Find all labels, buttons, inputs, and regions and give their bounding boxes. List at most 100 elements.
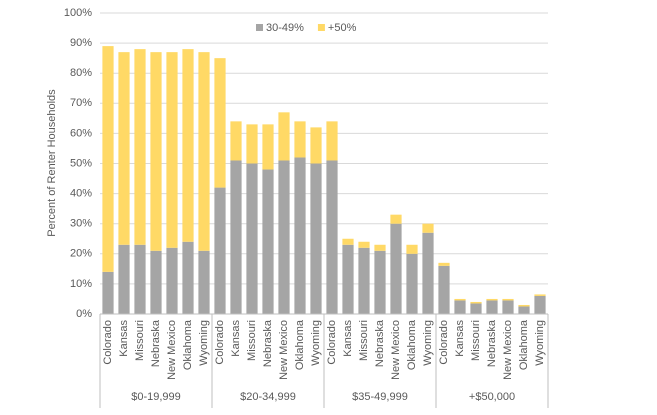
- bar-segment: [246, 124, 258, 164]
- bar-segment: [374, 244, 386, 251]
- x-tick-label: New Mexico: [278, 320, 290, 380]
- x-tick-label: New Mexico: [166, 320, 178, 380]
- y-tick-label: 10%: [70, 278, 92, 290]
- legend-swatch: [317, 24, 325, 31]
- bar-segment: [406, 244, 418, 254]
- bar-segment: [182, 49, 194, 242]
- y-axis-label: Percent of Renter Households: [46, 89, 58, 237]
- y-tick-label: 80%: [70, 67, 92, 79]
- bar-segment: [294, 157, 306, 314]
- bar-segment: [358, 247, 370, 314]
- bar-segment: [342, 238, 354, 245]
- x-tick-label: Oklahoma: [518, 319, 530, 370]
- bar-segment: [486, 298, 498, 301]
- bar-segment: [150, 52, 162, 251]
- x-tick-label: Wyoming: [422, 320, 434, 366]
- x-tick-label: Oklahoma: [182, 319, 194, 370]
- bar-segment: [390, 214, 402, 224]
- bar-segment: [374, 250, 386, 314]
- bar-segment: [454, 298, 466, 301]
- x-tick-label: Wyoming: [310, 320, 322, 366]
- bar-segment: [262, 169, 274, 314]
- bar-segment: [502, 298, 514, 301]
- y-tick-label: 40%: [70, 188, 92, 200]
- x-tick-label: Oklahoma: [294, 319, 306, 370]
- y-tick-label: 100%: [64, 7, 92, 19]
- bar-segment: [230, 160, 242, 314]
- bar-segment: [134, 244, 146, 314]
- bar-segment: [486, 300, 498, 314]
- x-tick-label: Colorado: [438, 320, 450, 365]
- bar-segment: [150, 250, 162, 314]
- bar-segment: [134, 49, 146, 245]
- bar-segment: [326, 160, 338, 314]
- x-tick-label: New Mexico: [390, 320, 402, 380]
- y-tick-label: 30%: [70, 218, 92, 230]
- bar-segment: [278, 160, 290, 314]
- x-tick-label: Nebraska: [262, 319, 274, 367]
- bar-segment: [118, 244, 130, 314]
- x-tick-label: Kansas: [454, 320, 466, 357]
- x-tick-label: Oklahoma: [406, 319, 418, 370]
- y-tick-label: 0%: [76, 308, 92, 320]
- bar-segment: [358, 241, 370, 248]
- bar-segment: [278, 112, 290, 161]
- bar-segment: [214, 187, 226, 314]
- bar-segment: [118, 52, 130, 245]
- bar-segment: [518, 304, 530, 307]
- bar-segment: [166, 247, 178, 314]
- x-tick-label: Colorado: [214, 320, 226, 365]
- bar-segment: [422, 232, 434, 314]
- x-tick-label: Kansas: [118, 320, 130, 357]
- y-tick-label: 70%: [70, 97, 92, 109]
- group-label: $35-49,999: [352, 391, 408, 403]
- bar-segment: [326, 121, 338, 161]
- y-tick-label: 90%: [70, 37, 92, 49]
- legend-label: +50%: [328, 22, 357, 34]
- bar-segment: [390, 223, 402, 314]
- bar-segment: [422, 223, 434, 233]
- bar-segment: [198, 52, 210, 251]
- x-tick-label: Missouri: [246, 320, 258, 361]
- legend-swatch: [256, 24, 263, 31]
- bar-segment: [294, 121, 306, 158]
- bar-segment: [534, 295, 546, 314]
- bar-segment: [198, 250, 210, 314]
- x-tick-label: New Mexico: [502, 320, 514, 380]
- bar-segment: [310, 127, 322, 164]
- x-tick-label: Wyoming: [198, 320, 210, 366]
- group-label: $0-19,999: [131, 391, 181, 403]
- y-tick-label: 20%: [70, 248, 92, 260]
- x-tick-label: Missouri: [358, 320, 370, 361]
- bar-segment: [470, 303, 482, 314]
- x-tick-label: Colorado: [326, 320, 338, 365]
- bar-segment: [502, 300, 514, 314]
- bar-segment: [310, 163, 322, 314]
- bar-segment: [230, 121, 242, 161]
- legend-label: 30-49%: [266, 22, 304, 34]
- bar-segment: [102, 46, 114, 272]
- x-tick-label: Kansas: [230, 320, 242, 357]
- bar-segment: [454, 300, 466, 314]
- group-label: +$50,000: [469, 391, 515, 403]
- x-tick-label: Nebraska: [150, 319, 162, 367]
- bar-segment: [214, 58, 226, 188]
- bar-segment: [246, 163, 258, 314]
- bar-segment: [102, 271, 114, 314]
- y-tick-label: 60%: [70, 127, 92, 139]
- x-tick-label: Kansas: [342, 320, 354, 357]
- x-tick-label: Nebraska: [486, 319, 498, 367]
- bar-segment: [342, 244, 354, 314]
- y-tick-label: 50%: [70, 157, 92, 169]
- x-tick-label: Missouri: [470, 320, 482, 361]
- bar-segment: [518, 306, 530, 314]
- x-tick-label: Wyoming: [534, 320, 546, 366]
- bar-segment: [534, 294, 546, 296]
- group-label: $20-34,999: [240, 391, 296, 403]
- x-tick-label: Missouri: [134, 320, 146, 361]
- bar-segment: [438, 262, 450, 266]
- bar-segment: [470, 301, 482, 304]
- x-tick-label: Nebraska: [374, 319, 386, 367]
- x-tick-label: Colorado: [102, 320, 114, 365]
